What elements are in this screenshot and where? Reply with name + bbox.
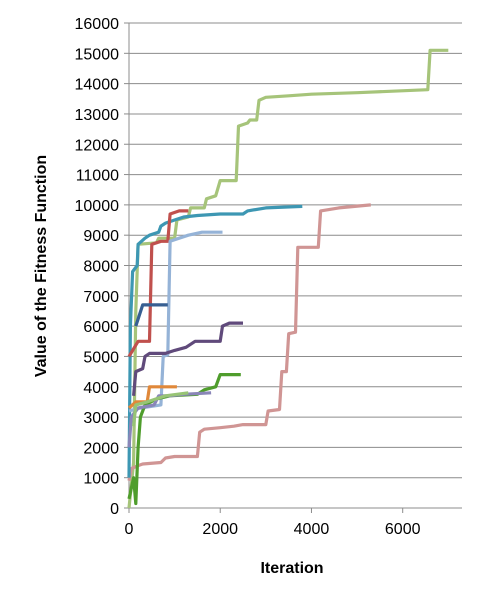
y-tick-label: 13000 bbox=[75, 107, 120, 124]
y-tick-label: 12000 bbox=[75, 137, 120, 154]
series-line-4 bbox=[127, 209, 189, 358]
x-tick-label: 0 bbox=[125, 521, 134, 538]
series-line-7 bbox=[132, 321, 243, 396]
y-tick-label: 9000 bbox=[83, 228, 119, 245]
x-tick-label: 4000 bbox=[294, 521, 330, 538]
y-tick-label: 6000 bbox=[83, 319, 119, 336]
x-tick-label: 2000 bbox=[202, 521, 238, 538]
y-tick-label: 14000 bbox=[75, 77, 120, 94]
y-tick-label: 2000 bbox=[83, 440, 119, 457]
series-line-2 bbox=[127, 203, 371, 481]
y-tick-label: 4000 bbox=[83, 380, 119, 397]
y-tick-label: 16000 bbox=[75, 16, 120, 33]
y-tick-labels: 0 1000 2000 3000 4000 5000 6000 7000 8000 9000 100… bbox=[75, 16, 120, 518]
data-series bbox=[127, 48, 449, 509]
series-line-5 bbox=[128, 230, 223, 413]
series-line-3 bbox=[127, 204, 303, 478]
y-axis-title: Value of the Fitness Function bbox=[33, 155, 50, 377]
x-axis-title: Iteration bbox=[260, 560, 323, 577]
y-tick-label: 10000 bbox=[75, 198, 120, 215]
series-line-8 bbox=[127, 385, 177, 410]
y-tick-label: 15000 bbox=[75, 46, 120, 63]
y-tick-label: 3000 bbox=[83, 410, 119, 427]
y-tick-label: 0 bbox=[110, 501, 119, 518]
y-tick-label: 1000 bbox=[83, 471, 119, 488]
series-line-6 bbox=[134, 303, 168, 327]
x-tick-labels: 0 2000 4000 6000 bbox=[125, 521, 421, 538]
series-line-1 bbox=[127, 48, 449, 509]
y-tick-label: 8000 bbox=[83, 259, 119, 276]
y-tick-label: 11000 bbox=[76, 168, 119, 185]
x-tick-label: 6000 bbox=[385, 521, 421, 538]
y-tick-label: 5000 bbox=[83, 349, 119, 366]
y-tick-label: 7000 bbox=[83, 289, 119, 306]
series-line-11 bbox=[132, 391, 189, 427]
